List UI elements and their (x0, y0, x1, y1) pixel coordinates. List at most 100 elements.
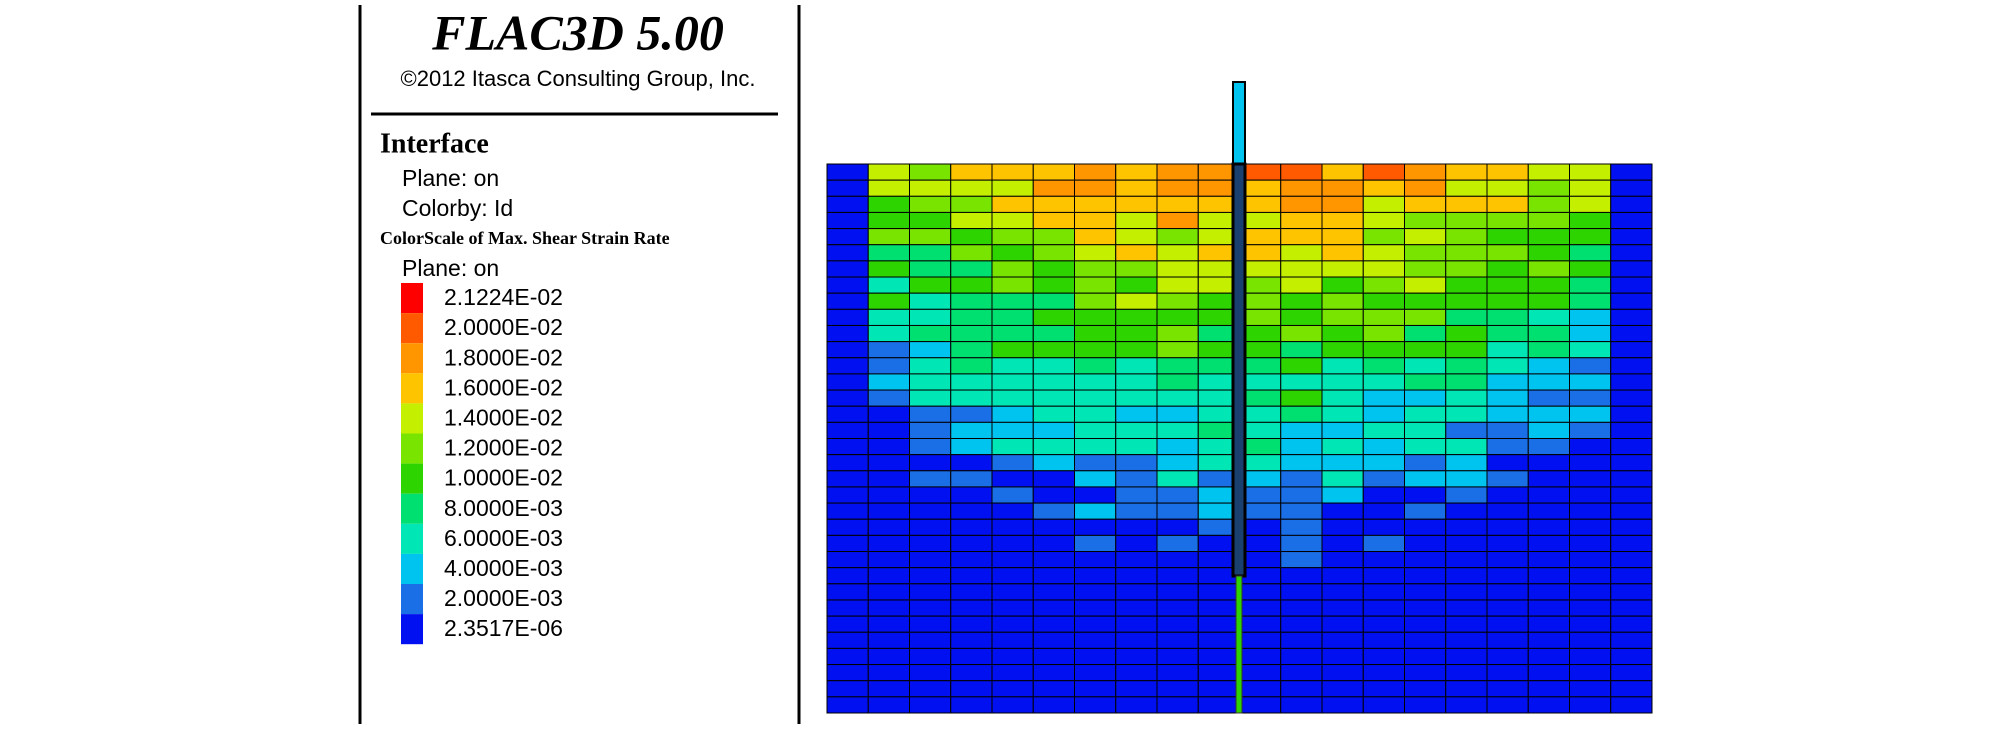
mesh-cell (1280, 631, 1323, 649)
mesh-cell (950, 179, 993, 197)
mesh-cell (1404, 680, 1447, 698)
mesh-cell (1115, 195, 1158, 213)
mesh-cell (1074, 389, 1117, 407)
mesh-cell (909, 647, 952, 666)
mesh-cell (991, 438, 1034, 456)
mesh-cell (909, 179, 952, 197)
mesh-cell (1486, 551, 1529, 569)
mesh-cell (1280, 470, 1323, 488)
mesh-cell (1486, 373, 1529, 391)
mesh-cell (1610, 647, 1653, 666)
mesh-cell (1527, 389, 1570, 407)
mesh-cell (1527, 599, 1570, 617)
legend-label: 2.0000E-03 (444, 585, 563, 611)
legend-swatch (401, 493, 423, 524)
mesh-cell (867, 551, 910, 569)
mesh-cell (826, 696, 869, 714)
mesh-cell (1569, 551, 1612, 569)
mesh-cell (826, 631, 869, 649)
mesh-cell (1404, 421, 1447, 439)
mesh-cell (1610, 551, 1653, 569)
mesh-cell (1115, 389, 1158, 407)
mesh-cell (1074, 567, 1117, 585)
mesh-cell (1486, 599, 1529, 617)
mesh-cell (909, 518, 952, 536)
mesh-cell (1156, 631, 1199, 649)
mesh-cell (1321, 647, 1364, 666)
mesh-cell (1527, 341, 1570, 359)
mesh-cell (1362, 228, 1405, 246)
mesh-cell (1404, 631, 1447, 649)
mesh-cell (867, 341, 910, 359)
legend-swatch (401, 343, 423, 374)
mesh-cell (1156, 195, 1199, 213)
mesh-cell (826, 567, 869, 585)
mesh-cell (1156, 470, 1199, 488)
mesh-cell (1610, 389, 1653, 407)
mesh-cell (1569, 211, 1612, 230)
mesh-cell (950, 551, 993, 569)
mesh-cell (1527, 551, 1570, 569)
mesh-cell (1610, 534, 1653, 553)
mesh-cell (1445, 341, 1488, 359)
mesh-cell (1280, 518, 1323, 536)
mesh-cell (1569, 680, 1612, 698)
mesh-cell (1156, 357, 1199, 375)
mesh-cell (1610, 502, 1653, 520)
mesh-cell (1362, 438, 1405, 456)
mesh-cell (909, 308, 952, 326)
mesh-cell (826, 647, 869, 666)
mesh-cell (826, 211, 869, 230)
mesh-cell (1280, 195, 1323, 213)
mesh-cell (1321, 454, 1364, 472)
mesh-cell (909, 260, 952, 278)
mesh-cell (1280, 260, 1323, 278)
mesh-cell (991, 421, 1034, 439)
mesh-cell (1197, 631, 1240, 649)
mesh-cell (1569, 308, 1612, 326)
mesh-cell (1156, 567, 1199, 585)
mesh-cell (1362, 502, 1405, 520)
mesh-cell (1321, 341, 1364, 359)
mesh-cell (1362, 631, 1405, 649)
mesh-cell (1610, 696, 1653, 714)
legend-label: 2.1224E-02 (444, 284, 563, 310)
mesh-cell (1156, 276, 1199, 294)
mesh-cell (1569, 276, 1612, 294)
mesh-cell (1404, 502, 1447, 520)
mesh-cell (1074, 373, 1117, 391)
mesh-cell (1115, 470, 1158, 488)
mesh-cell (909, 696, 952, 714)
mesh-cell (1280, 228, 1323, 246)
mesh-cell (1280, 211, 1323, 230)
mesh-cell (950, 308, 993, 326)
mesh-cell (1115, 583, 1158, 601)
mesh-cell (1115, 567, 1158, 585)
mesh-cell (991, 324, 1034, 343)
mesh-cell (1445, 454, 1488, 472)
mesh-cell (1527, 454, 1570, 472)
mesh-cell (1362, 421, 1405, 439)
mesh-cell (1074, 470, 1117, 488)
mesh-cell (991, 680, 1034, 698)
mesh-cell (1362, 308, 1405, 326)
mesh-cell (1074, 357, 1117, 375)
mesh-cell (1321, 308, 1364, 326)
mesh-cell (1032, 405, 1075, 423)
mesh-cell (1280, 534, 1323, 553)
mesh-cell (1610, 518, 1653, 536)
mesh-cell (1445, 179, 1488, 197)
mesh-cell (826, 276, 869, 294)
mesh-cell (867, 518, 910, 536)
mesh-cell (909, 502, 952, 520)
mesh-cell (826, 664, 869, 682)
mesh-cell (1569, 696, 1612, 714)
mesh-cell (950, 260, 993, 278)
mesh-cell (1115, 680, 1158, 698)
mesh-cell (1404, 389, 1447, 407)
mesh-cell (1486, 664, 1529, 682)
mesh-cell (1115, 502, 1158, 520)
mesh-cell (1032, 421, 1075, 439)
mesh-cell (909, 163, 952, 181)
mesh-cell (1032, 211, 1075, 230)
